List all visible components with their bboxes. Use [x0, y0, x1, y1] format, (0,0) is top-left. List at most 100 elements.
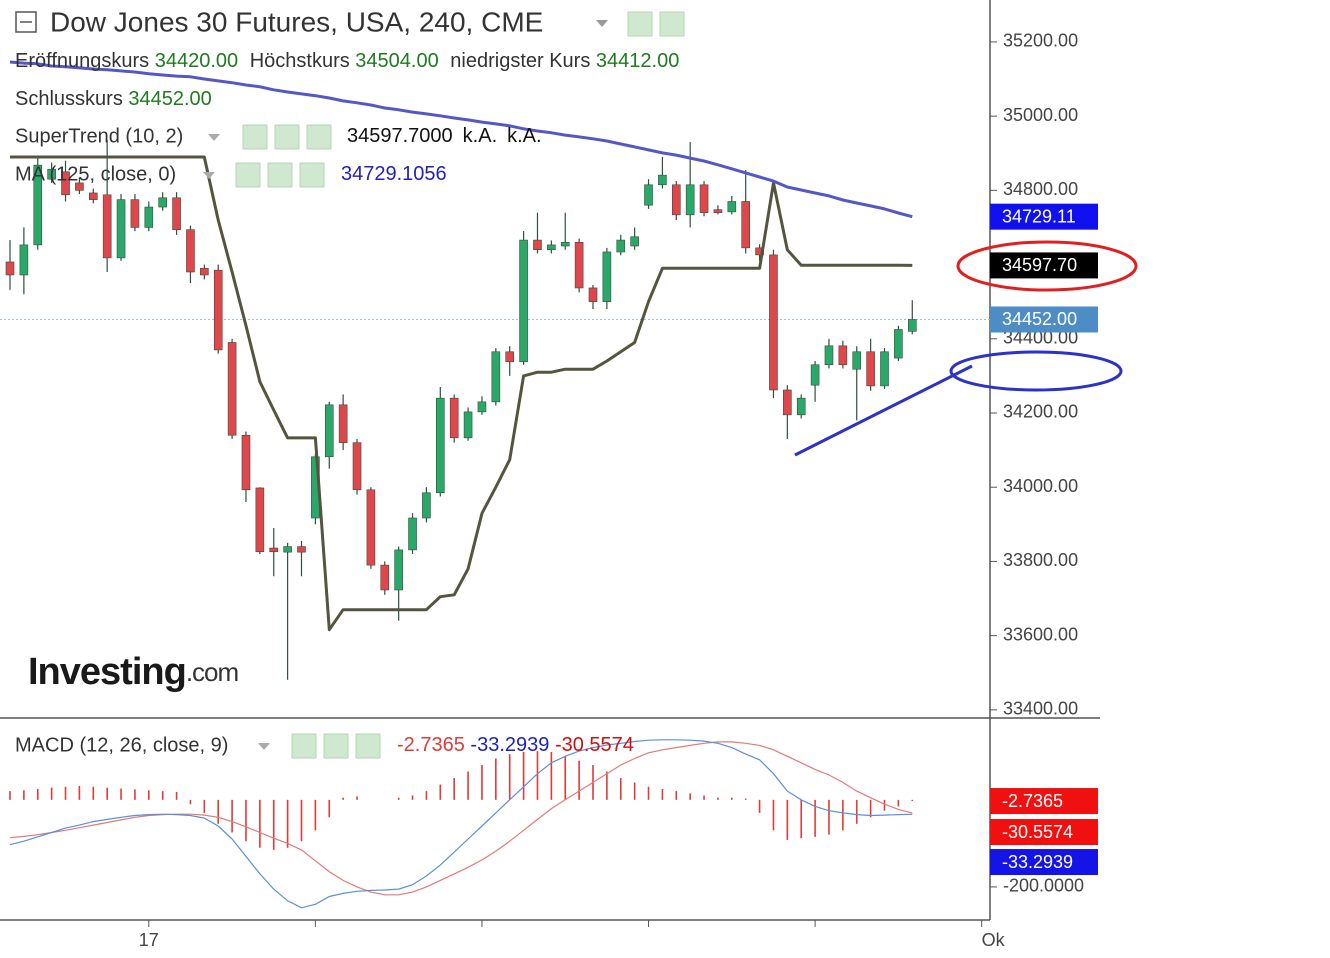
y-tick-label: 34000.00 [1003, 476, 1078, 496]
candle-body [894, 329, 903, 359]
label: Schlusskurs [15, 88, 123, 110]
logo: Investing.com [28, 651, 239, 693]
indicator-line [9, 739, 913, 909]
candle-body [380, 564, 390, 591]
indicator-name: MACD (12, 26, close, 9) [15, 734, 228, 756]
candle-body [47, 168, 56, 180]
candle-body [130, 199, 140, 228]
price-tag-label: 34729.11 [1002, 206, 1076, 226]
icon[interactable] [242, 124, 268, 150]
candle-body [172, 197, 181, 230]
candle-body [158, 197, 167, 208]
candle-body [366, 489, 376, 566]
candle-body [574, 242, 584, 289]
candle-body [907, 319, 917, 332]
candle-body [200, 267, 209, 276]
icon[interactable] [274, 124, 300, 150]
candle-body [560, 242, 570, 247]
candle-body [547, 244, 556, 251]
y-tick-label: 33600.00 [1003, 624, 1078, 644]
candle-body [88, 192, 98, 200]
candle-body [449, 397, 459, 439]
y-tick-label: -200.0000 [1003, 876, 1084, 896]
value: 34504.00 [355, 50, 438, 72]
icon[interactable] [323, 733, 349, 759]
highlight-ellipse [956, 240, 1138, 292]
dropdown[interactable] [203, 172, 215, 179]
value-tag-label: -33.2939 [1002, 852, 1073, 872]
value: 34729.1056 [341, 163, 447, 185]
x-tick-label: 17 [139, 930, 159, 950]
candle-body [685, 184, 695, 216]
value: 34412.00 [596, 50, 679, 72]
y-tick-label: 33800.00 [1003, 550, 1078, 570]
icon[interactable] [267, 162, 293, 188]
price-tag-label: 34452.00 [1002, 309, 1077, 329]
value-tag [990, 819, 1098, 846]
candle-body [616, 239, 626, 253]
candle-body [5, 261, 15, 276]
candle-body [783, 389, 792, 416]
candle-body [75, 182, 84, 191]
indicator-line [9, 741, 913, 896]
y-tick-label: 34400.00 [1003, 328, 1078, 348]
value: k.A. [463, 125, 497, 147]
candle-body [338, 404, 348, 443]
icon[interactable] [291, 733, 317, 759]
candle-body [61, 171, 70, 196]
value: -2.7365 [397, 734, 465, 756]
candle-body [838, 345, 848, 366]
label: Höchstkurs [250, 50, 350, 72]
candle-body [824, 345, 834, 366]
candle-body [33, 164, 43, 246]
candle-body [644, 184, 653, 206]
chart-title: Dow Jones 30 Futures, USA, 240, CME [50, 6, 543, 37]
dropdown[interactable] [596, 20, 608, 27]
icon[interactable] [355, 733, 381, 759]
price-tag [990, 203, 1098, 230]
value-tag-label: -30.5574 [1002, 822, 1073, 842]
candle-body [588, 287, 598, 302]
candle-body [241, 434, 251, 491]
icon[interactable] [306, 124, 332, 150]
icon[interactable] [299, 162, 325, 188]
candle-body [769, 254, 778, 391]
indicator-line [10, 155, 913, 632]
candle-body [796, 397, 806, 416]
candle-body [19, 244, 29, 276]
value: 34597.7000 [347, 125, 453, 147]
dropdown[interactable] [258, 743, 270, 750]
annotations [794, 240, 1138, 457]
plot-area: 35200.0035000.0034800.0034600.0034400.00… [0, 0, 1100, 950]
price-tag [990, 252, 1098, 279]
value-tag [990, 788, 1098, 815]
candle-body [713, 209, 723, 213]
dropdown[interactable] [208, 134, 220, 141]
icon[interactable] [627, 11, 653, 37]
candle-body [852, 351, 862, 370]
price-tag-label: 34597.70 [1002, 255, 1077, 275]
candle-body [533, 239, 542, 251]
candle-body [394, 549, 403, 591]
y-tick-label: 34200.00 [1003, 402, 1078, 422]
candle-body [463, 411, 473, 439]
candle-body [144, 206, 154, 228]
logo-brand: Investing [28, 651, 186, 693]
price-tag [990, 306, 1098, 333]
close-legend: Schlusskurs 34452.00 [15, 88, 212, 110]
legend: Dow Jones 30 Futures, USA, 240, CME Eröf… [15, 6, 685, 759]
icon[interactable] [235, 162, 261, 188]
candle-body [102, 194, 112, 259]
icon[interactable] [659, 11, 685, 37]
value: 34452.00 [128, 88, 211, 110]
candle-body [491, 351, 501, 403]
candle-body [602, 251, 612, 302]
y-tick-label: 33400.00 [1003, 699, 1078, 719]
candle-body [519, 239, 528, 363]
candle-body [671, 184, 681, 216]
candle-body [658, 174, 667, 186]
value: -30.5574 [555, 734, 634, 756]
candle-body [227, 342, 237, 436]
candle-body [810, 364, 820, 386]
indicator-values: -2.7365 -33.2939 -30.5574 [397, 734, 634, 756]
